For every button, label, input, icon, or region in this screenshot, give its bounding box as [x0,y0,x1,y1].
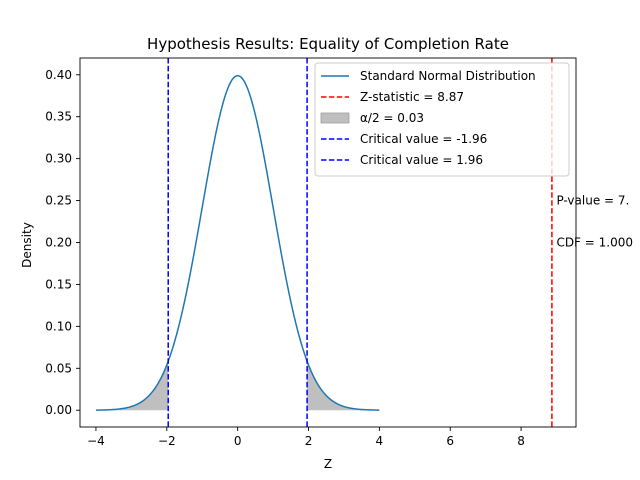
y-tick-label: 0.25 [45,194,72,208]
y-tick-label: 0.00 [45,403,72,417]
x-tick-label: −4 [87,434,105,448]
axes: −4 −2 0 2 4 6 8 0.00 0.05 0.10 0.15 0.20 0.25 0.30 0.3… [45,57,577,448]
legend-box [314,62,570,177]
x-tick-label: 2 [305,434,313,448]
plot-area [95,58,553,427]
normal-distribution-curve [95,74,380,411]
cdf-annotation: CDF = 1.000 [556,236,633,250]
legend-label: Critical value = -1.96 [360,132,487,146]
y-tick-label: 0.05 [45,361,72,375]
x-tick-label: 6 [446,434,454,448]
legend-label: Z-statistic = 8.87 [360,90,464,104]
y-tick-label: 0.35 [45,110,72,124]
legend-label: α/2 = 0.03 [360,111,424,125]
x-tick-label: 0 [234,434,242,448]
p-value-annotation: P-value = 7. [556,194,629,208]
y-tick-label: 0.40 [45,68,72,82]
x-tick-label: 4 [376,434,384,448]
legend: Standard Normal Distribution Z-statistic … [314,62,570,177]
y-tick-label: 0.20 [45,236,72,250]
y-tick-label: 0.10 [45,319,72,333]
y-tick-label: 0.30 [45,152,72,166]
legend-label: Standard Normal Distribution [360,69,536,83]
y-tick-label: 0.15 [45,277,72,291]
legend-swatch [320,112,350,124]
legend-label: Critical value = 1.96 [360,153,483,167]
alpha-tail-region-right [307,361,380,411]
y-axis-label: Density [20,222,34,268]
alpha-tail-region-left [95,361,169,411]
x-axis-label: Z [324,457,332,471]
chart-title: Hypothesis Results: Equality of Completi… [147,35,509,53]
x-tick-label: −2 [158,434,176,448]
x-tick-label: 8 [517,434,525,448]
